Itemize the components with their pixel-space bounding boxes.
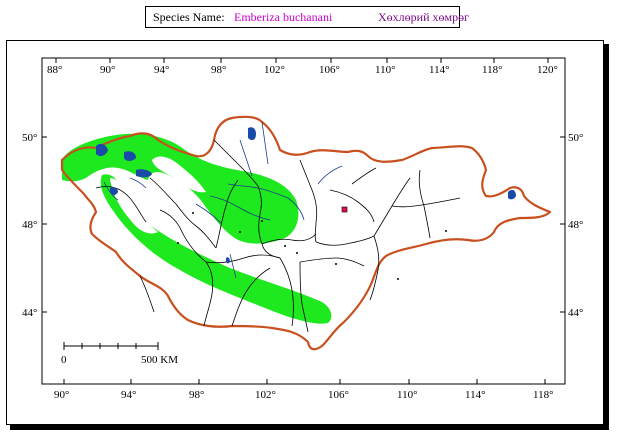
species-range <box>62 133 332 324</box>
lon-label-bottom-6: 114° <box>465 389 486 401</box>
city-marker <box>341 206 348 213</box>
frame-shadow-right <box>604 44 609 429</box>
lon-label-bottom-1: 94° <box>121 389 136 401</box>
lake-2 <box>124 151 136 161</box>
settlement-dots <box>177 212 447 280</box>
lat-label-left-0: 50° <box>22 132 37 144</box>
lat-label-right-0: 50° <box>568 132 583 144</box>
lakes <box>96 127 516 264</box>
lon-label-top-6: 110° <box>375 64 396 76</box>
lon-label-bottom-3: 102° <box>255 389 276 401</box>
local-name: Хөхлөрий хөмрөг <box>378 10 470 24</box>
map-box <box>41 57 566 385</box>
lon-label-top-1: 90° <box>100 64 115 76</box>
lat-label-right-2: 44° <box>568 307 583 319</box>
lon-label-bottom-4: 106° <box>328 389 349 401</box>
lon-label-top-3: 98° <box>211 64 226 76</box>
lon-label-top-2: 94° <box>154 64 169 76</box>
lake-4 <box>248 127 256 141</box>
lon-label-top-9: 120° <box>537 64 558 76</box>
lon-label-bottom-5: 110° <box>397 389 418 401</box>
lake-3 <box>136 169 152 178</box>
scale-bar <box>63 342 159 350</box>
rivers <box>103 121 343 279</box>
lon-label-bottom-7: 118° <box>533 389 554 401</box>
lake-1 <box>96 143 108 157</box>
range-gaps <box>110 156 206 234</box>
country-border <box>60 115 552 351</box>
scientific-name: Emberiza buchanani <box>234 10 333 24</box>
side-ticks <box>42 136 565 313</box>
lon-label-bottom-0: 90° <box>54 389 69 401</box>
lon-label-top-8: 118° <box>482 64 503 76</box>
lon-label-top-7: 114° <box>429 64 450 76</box>
lake-5 <box>110 187 118 195</box>
lake-6 <box>508 189 516 200</box>
scale-end-label: 500 KM <box>141 354 178 366</box>
lon-label-top-4: 102° <box>264 64 285 76</box>
lake-7 <box>226 257 230 264</box>
bottom-ticks <box>63 379 546 384</box>
scale-start-label: 0 <box>61 354 67 366</box>
lat-label-left-1: 48° <box>22 219 37 231</box>
top-ticks <box>55 58 549 63</box>
lon-label-top-0: 88° <box>47 64 62 76</box>
frame-shadow-bottom <box>10 425 609 430</box>
lat-label-left-2: 44° <box>22 307 37 319</box>
lon-label-top-5: 106° <box>319 64 340 76</box>
species-legend: Species Name: Emberiza buchanani Хөхлөри… <box>145 6 469 28</box>
province-boundaries <box>95 139 461 333</box>
species-name-label: Species Name: <box>153 10 225 24</box>
lat-label-right-1: 48° <box>568 219 583 231</box>
lon-label-bottom-2: 98° <box>189 389 204 401</box>
